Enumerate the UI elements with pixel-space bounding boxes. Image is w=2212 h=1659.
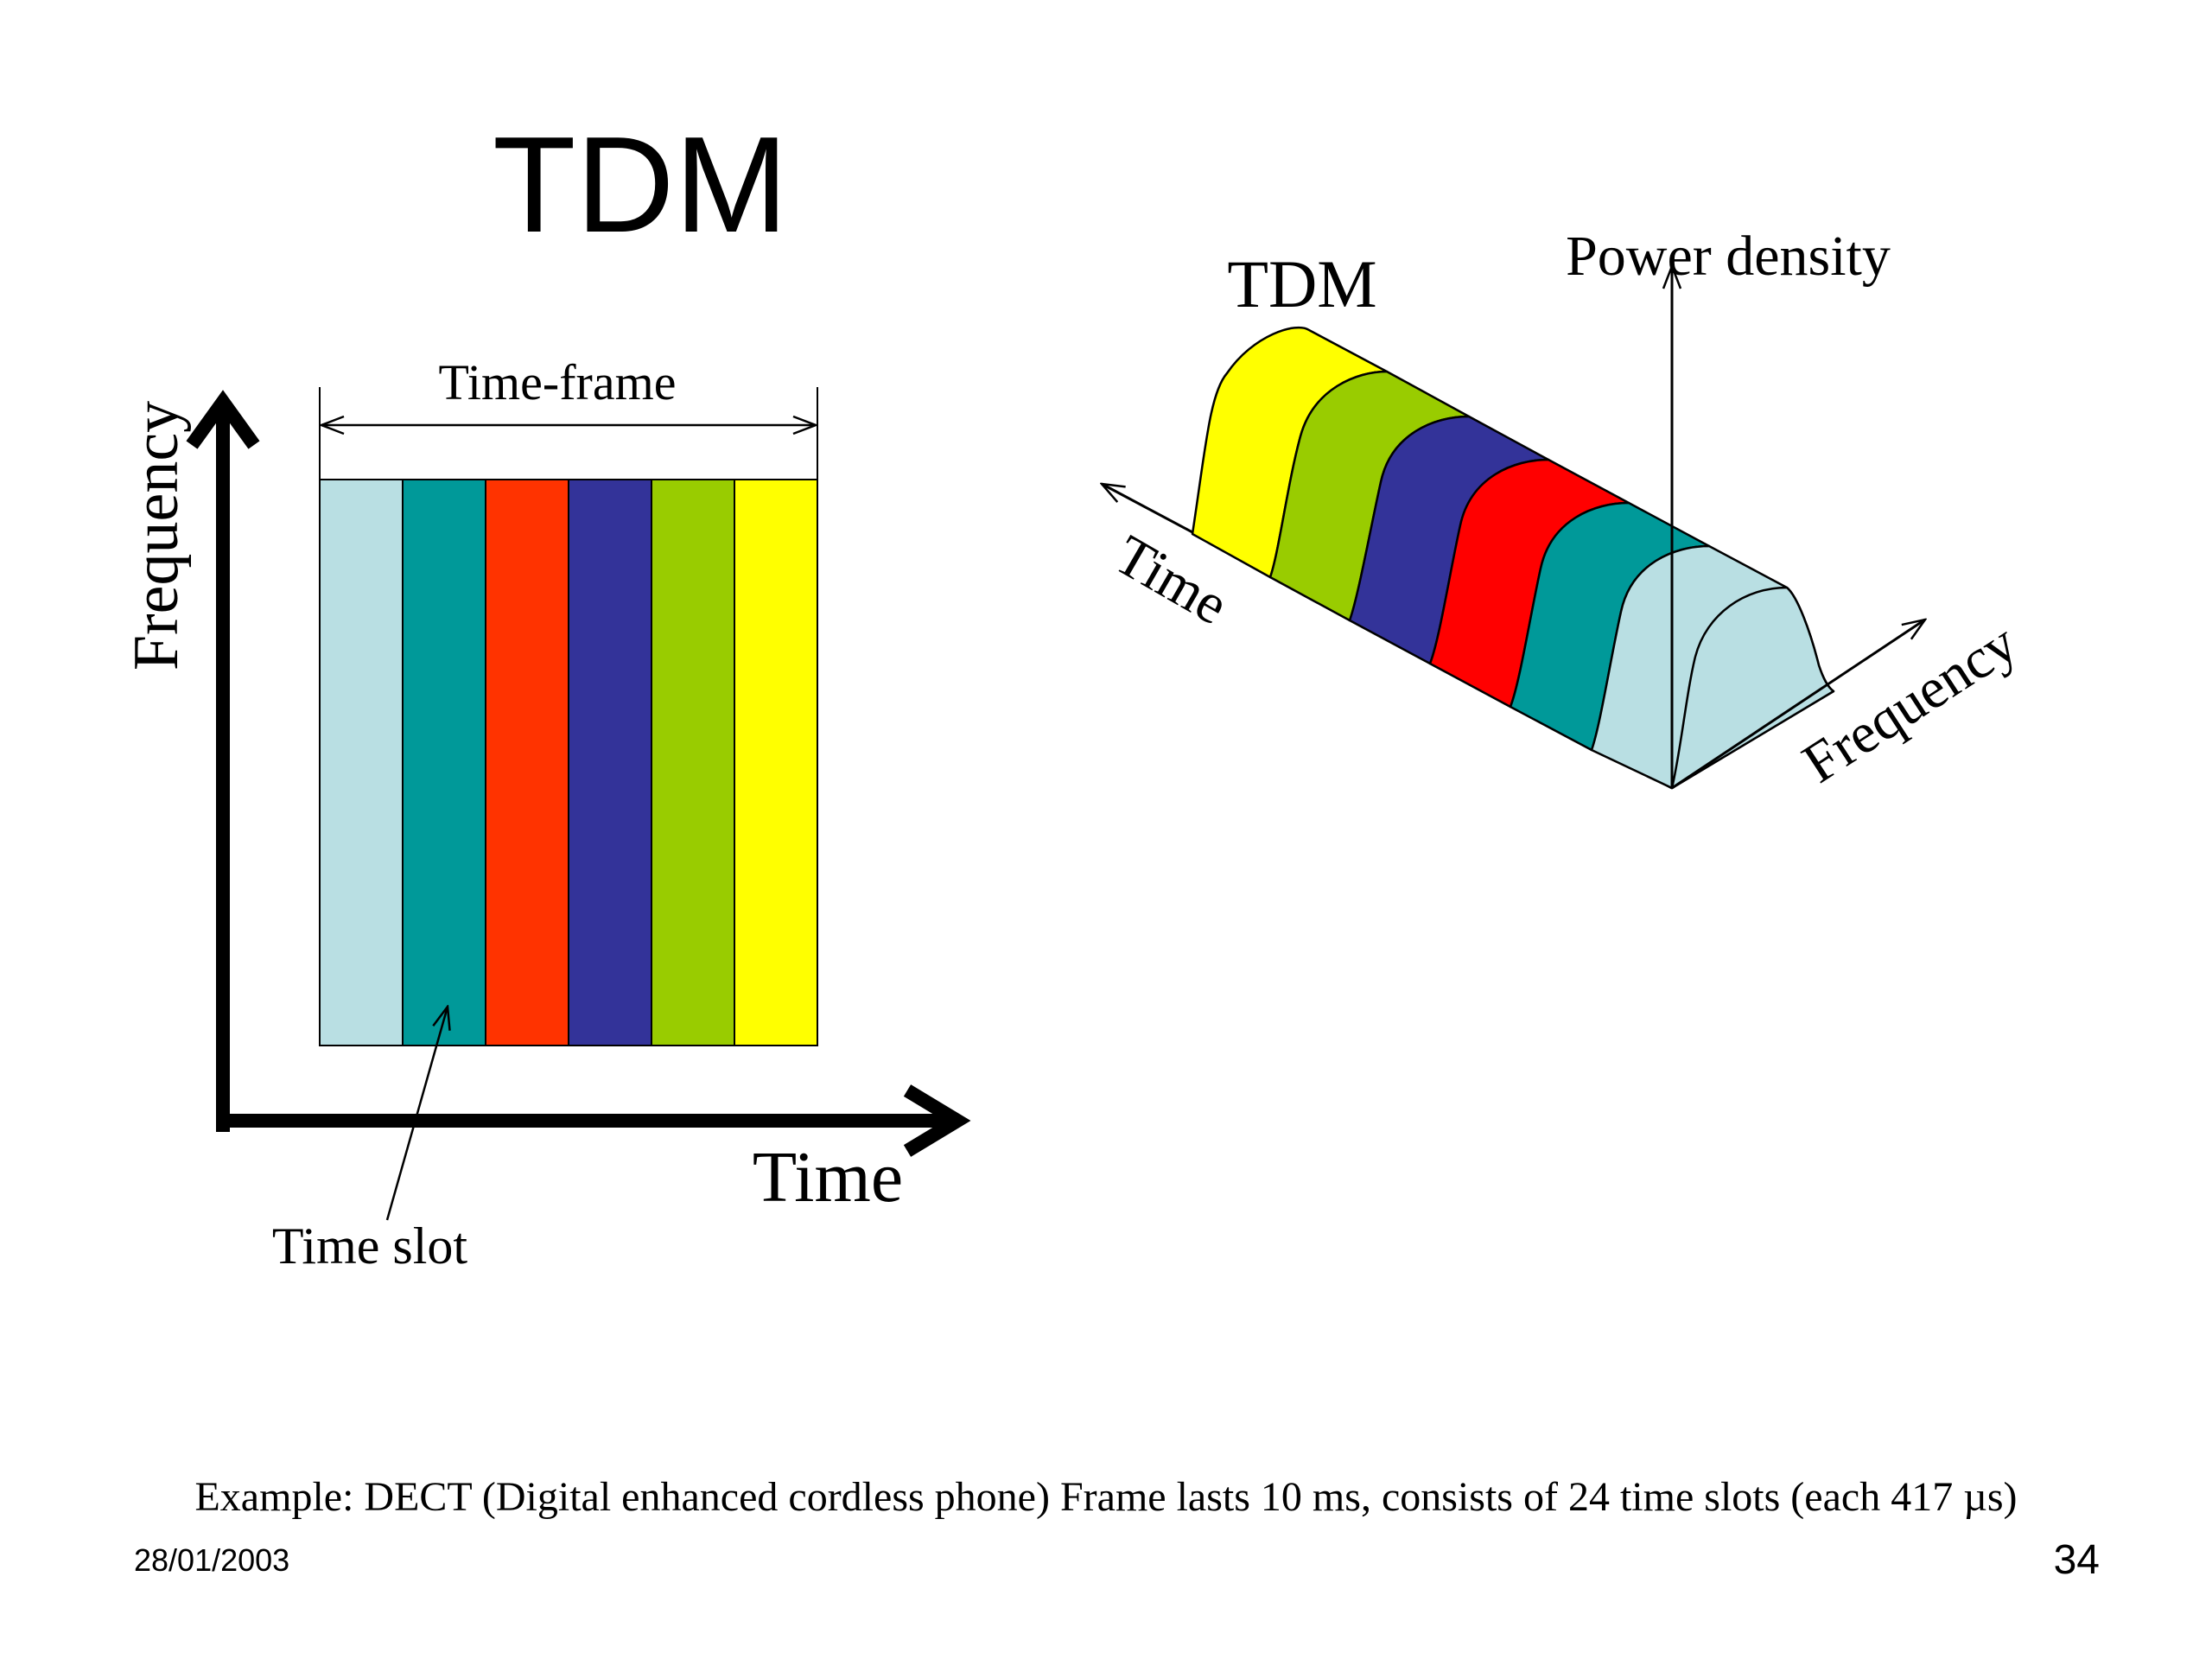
time-slot-1 — [319, 479, 404, 1046]
time-slot-5 — [651, 479, 735, 1046]
page-number: 34 — [2053, 1537, 2100, 1583]
time-slot-4 — [568, 479, 652, 1046]
3d-frequency-axis — [1671, 620, 1925, 790]
time-slot-pointer — [385, 1007, 448, 1221]
power-slices — [1191, 326, 1835, 790]
power-density-label: Power density — [1566, 225, 1891, 288]
time-slot-3 — [485, 479, 569, 1046]
time-slot-bars — [319, 479, 818, 1046]
example-caption: Example: DECT (Digital enhanced cordless… — [194, 1474, 2018, 1520]
time-slot-2 — [402, 479, 486, 1046]
3d-diagram-title: TDM — [1227, 246, 1376, 321]
time-slot-6 — [734, 479, 818, 1046]
3d-frequency-label: Frequency — [1792, 611, 2028, 795]
right-diagram: TDM Power density Time Frequency — [1102, 225, 2028, 795]
time-axis-arrowhead — [903, 1084, 971, 1157]
time-frame-label: Time-frame — [439, 354, 677, 410]
left-diagram: Time-frame Frequency Time Time slot — [121, 354, 971, 1274]
time-axis-label: Time — [753, 1137, 903, 1217]
slide-date: 28/01/2003 — [134, 1542, 290, 1578]
slide-title: TDM — [493, 109, 789, 261]
frequency-axis-arrowhead — [186, 390, 260, 449]
frequency-axis-label: Frequency — [121, 401, 192, 671]
time-slot-label: Time slot — [272, 1217, 468, 1274]
power-slice-front-face — [1670, 586, 1835, 790]
